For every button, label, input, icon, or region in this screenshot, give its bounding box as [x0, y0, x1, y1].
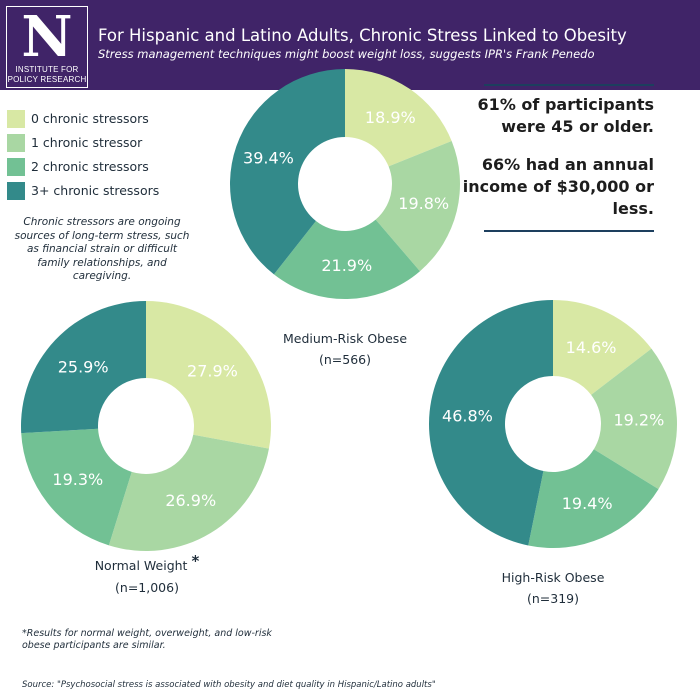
data-label-medium-risk-2: 21.9%	[321, 256, 372, 275]
data-label-medium-risk-1: 19.8%	[398, 194, 449, 213]
donut-slice-medium-risk-3	[230, 69, 345, 275]
donut-slice-medium-risk-1	[375, 140, 460, 272]
data-label-high-risk-1: 19.2%	[613, 411, 664, 430]
chart-title-high-risk: High-Risk Obese (n=319)	[468, 570, 638, 606]
data-label-medium-risk-0: 18.9%	[365, 108, 416, 127]
donut-slice-normal-weight-3	[20, 301, 146, 434]
legend-swatch-2	[7, 158, 25, 176]
chart-n-label: (n=1,006)	[115, 580, 179, 595]
legend-label-3: 3+ chronic stressors	[31, 183, 160, 198]
stressor-definition-note: Chronic stressors are ongoing sources of…	[14, 216, 190, 282]
footnote-mark: *	[191, 552, 200, 570]
source-citation: Source: "Psychosocial stress is associat…	[22, 680, 436, 690]
donut-slice-high-risk-3	[429, 300, 553, 546]
donut-slice-high-risk-0	[553, 300, 652, 395]
data-label-normal-weight-3: 25.9%	[58, 358, 109, 377]
data-label-normal-weight-2: 19.3%	[52, 470, 103, 489]
chart-n-label: (n=319)	[526, 591, 579, 606]
donut-slice-normal-weight-1	[108, 434, 269, 551]
legend-swatch-3	[7, 182, 25, 200]
data-label-high-risk-3: 46.8%	[442, 406, 493, 425]
data-label-high-risk-0: 14.6%	[566, 338, 617, 357]
chart-title-medium-risk: Medium-Risk Obese (n=566)	[252, 331, 438, 367]
ipr-logo: N INSTITUTE FOR POLICY RESEARCH	[6, 6, 88, 88]
chart-title-label: Normal Weight	[94, 558, 188, 573]
logo-text: INSTITUTE FOR POLICY RESEARCH	[7, 65, 87, 84]
chart-n-label: (n=566)	[318, 352, 371, 367]
donut-slice-normal-weight-0	[146, 301, 271, 449]
stats-rule-bottom	[484, 230, 654, 232]
chart-title-text: Medium-Risk Obese	[282, 331, 408, 346]
legend-label-1: 1 chronic stressor	[31, 135, 143, 150]
stats-rule-top	[484, 84, 654, 86]
footnote: *Results for normal weight, overweight, …	[22, 628, 272, 651]
stat-income: 66% had an annual income of $30,000 or l…	[462, 155, 654, 218]
donut-slice-normal-weight-2	[21, 428, 132, 546]
page-title: For Hispanic and Latino Adults, Chronic …	[98, 26, 627, 45]
legend-label-2: 2 chronic stressors	[31, 159, 149, 174]
chart-title-text: High-Risk Obese	[501, 570, 605, 585]
data-label-normal-weight-1: 26.9%	[165, 491, 216, 510]
donut-slice-medium-risk-0	[345, 69, 452, 167]
donut-slice-medium-risk-2	[273, 219, 420, 299]
logo-letter: N	[21, 4, 73, 70]
data-label-high-risk-2: 19.4%	[562, 494, 613, 513]
chart-title-normal-weight: Normal Weight * (n=1,006)	[62, 552, 232, 595]
stat-age: 61% of participants were 45 or older.	[477, 95, 654, 136]
data-label-normal-weight-0: 27.9%	[187, 362, 238, 381]
chart-title-text: Normal Weight *	[62, 552, 232, 574]
legend-label-0: 0 chronic stressors	[31, 111, 149, 126]
donut-slice-high-risk-1	[591, 348, 677, 490]
legend-swatch-1	[7, 134, 25, 152]
donut-slice-high-risk-2	[528, 449, 659, 548]
data-label-medium-risk-3: 39.4%	[243, 149, 294, 168]
page-subtitle: Stress management techniques might boost…	[98, 47, 595, 61]
legend-swatch-0	[7, 110, 25, 128]
